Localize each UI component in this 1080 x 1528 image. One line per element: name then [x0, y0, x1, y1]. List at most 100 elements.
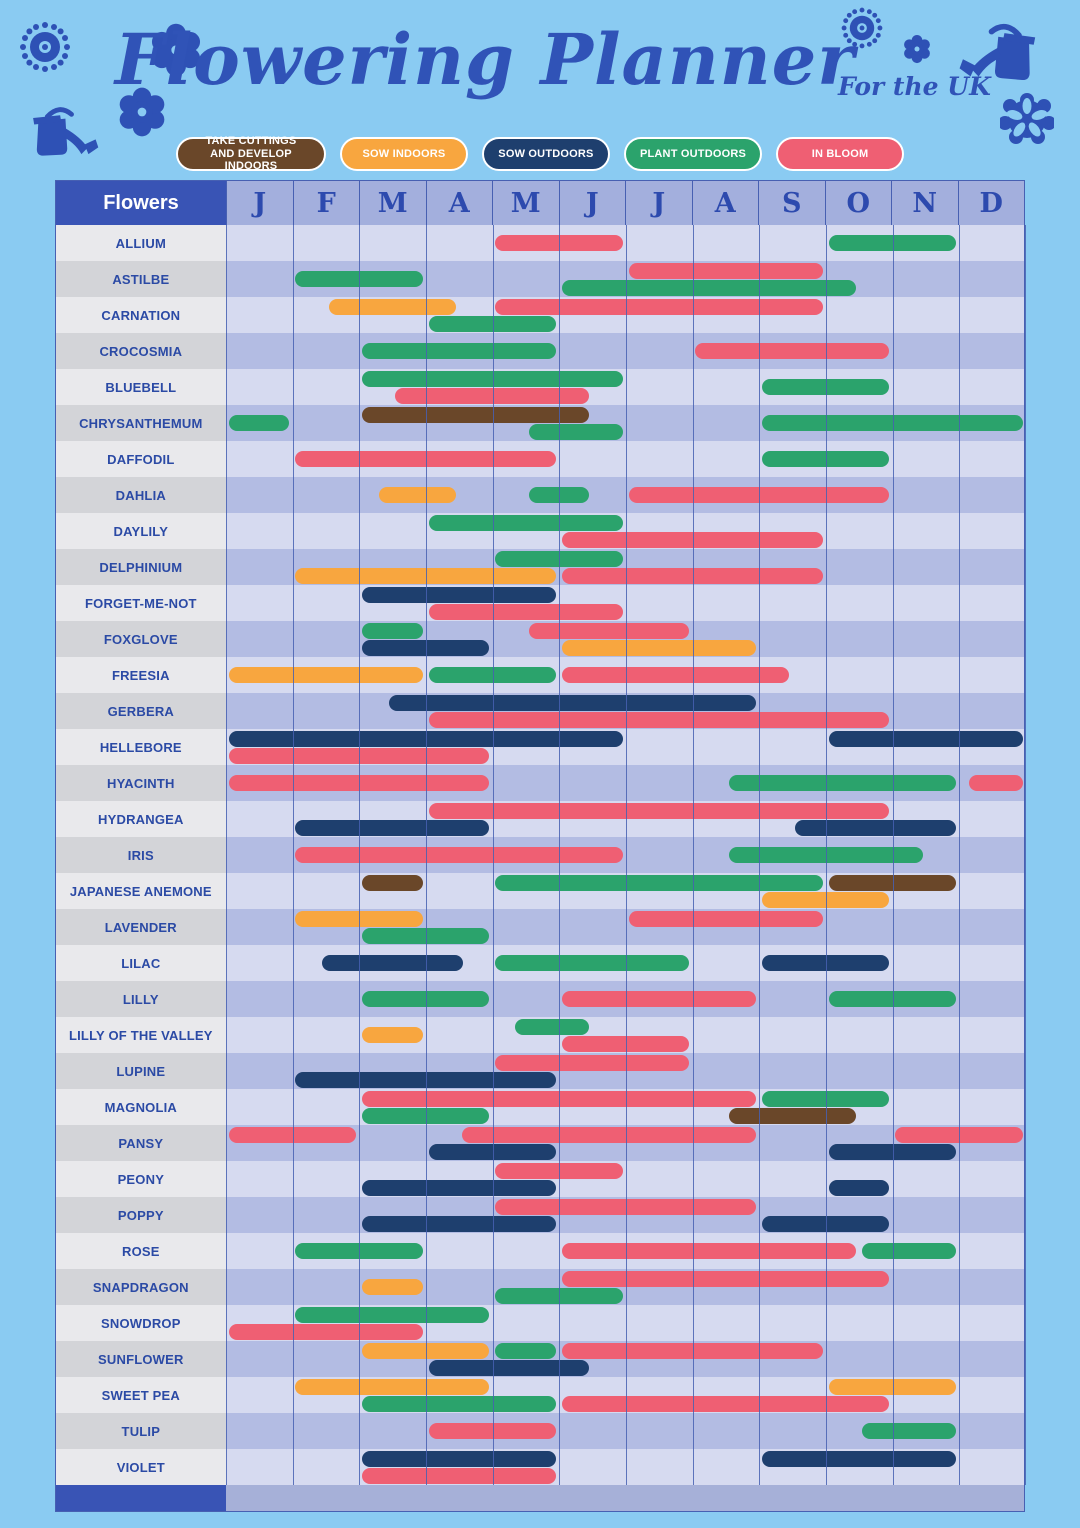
- month-header-cell: O: [824, 181, 891, 225]
- bar-sow-indoors: [295, 1379, 490, 1395]
- bar-in-bloom: [428, 803, 890, 819]
- bar-plant-outdoors: [761, 415, 1023, 431]
- flower-name: HYDRANGEA: [56, 801, 226, 837]
- bar-sow-outdoors: [361, 1451, 556, 1467]
- row-timeline: [225, 1017, 1024, 1053]
- bar-plant-outdoors: [828, 235, 956, 251]
- row-timeline: [225, 405, 1024, 441]
- bar-plant-outdoors: [428, 316, 556, 332]
- table-row: JAPANESE ANEMONE: [56, 873, 1024, 909]
- flower-name: SNAPDRAGON: [56, 1269, 226, 1305]
- bar-plant-outdoors: [361, 928, 490, 944]
- flowers-column-header: Flowers: [56, 181, 226, 225]
- month-header-cell: J: [226, 181, 293, 225]
- table-row: SWEET PEA: [56, 1377, 1024, 1413]
- table-row: SUNFLOWER: [56, 1341, 1024, 1377]
- flower-name: CROCOSMIA: [56, 333, 226, 369]
- bar-in-bloom: [428, 1423, 556, 1439]
- daisy-rosette-icon: [20, 22, 70, 72]
- table-row: SNOWDROP: [56, 1305, 1024, 1341]
- bar-plant-outdoors: [495, 551, 623, 567]
- row-timeline: [225, 1197, 1024, 1233]
- flower-name: MAGNOLIA: [56, 1089, 226, 1125]
- row-timeline: [225, 837, 1024, 873]
- flower-name: LILLY: [56, 981, 226, 1017]
- bar-plant-outdoors: [295, 1243, 423, 1259]
- table-row: HYACINTH: [56, 765, 1024, 801]
- row-timeline: [225, 873, 1024, 909]
- row-timeline: [225, 729, 1024, 765]
- row-timeline: [225, 765, 1024, 801]
- flower-name: DAFFODIL: [56, 441, 226, 477]
- bar-sow-indoors: [828, 1379, 956, 1395]
- row-timeline: [225, 477, 1024, 513]
- table-row: FREESIA: [56, 657, 1024, 693]
- table-row: HELLEBORE: [56, 729, 1024, 765]
- bar-plant-outdoors: [361, 991, 490, 1007]
- bar-in-bloom: [561, 667, 790, 683]
- table-row: POPPY: [56, 1197, 1024, 1233]
- bar-plant-outdoors: [528, 424, 623, 440]
- bar-sow-indoors: [561, 640, 756, 656]
- table-row: ROSE: [56, 1233, 1024, 1269]
- table-row: DAFFODIL: [56, 441, 1024, 477]
- month-header-cell: S: [758, 181, 825, 225]
- bar-plant-outdoors: [428, 667, 556, 683]
- bar-plant-outdoors: [361, 623, 423, 639]
- bar-in-bloom: [561, 1396, 890, 1412]
- row-timeline: [225, 621, 1024, 657]
- legend-item-sow-indoors: SOW INDOORS: [339, 137, 468, 171]
- bar-plant-outdoors: [295, 1307, 490, 1323]
- row-timeline: [225, 1161, 1024, 1197]
- bar-in-bloom: [361, 1468, 556, 1484]
- bar-in-bloom: [561, 532, 823, 548]
- month-header-cell: A: [425, 181, 492, 225]
- row-timeline: [225, 945, 1024, 981]
- row-timeline: [225, 1305, 1024, 1341]
- flower-name: ROSE: [56, 1233, 226, 1269]
- flower-name: BLUEBELL: [56, 369, 226, 405]
- bar-sow-outdoors: [761, 955, 890, 971]
- legend-item-in-bloom: IN BLOOM: [776, 137, 905, 171]
- row-timeline: [225, 1233, 1024, 1269]
- row-timeline: [225, 801, 1024, 837]
- bar-sow-outdoors: [795, 820, 956, 836]
- flower-name: PEONY: [56, 1161, 226, 1197]
- flower-name: ALLIUM: [56, 225, 226, 261]
- bar-plant-outdoors: [861, 1423, 956, 1439]
- bar-in-bloom: [968, 775, 1023, 791]
- bar-plant-outdoors: [361, 343, 556, 359]
- bar-sow-outdoors: [361, 587, 556, 603]
- month-header-cell: M: [492, 181, 559, 225]
- table-row: CARNATION: [56, 297, 1024, 333]
- table-footer: [56, 1485, 1024, 1511]
- table-row: ALLIUM: [56, 225, 1024, 261]
- bar-in-bloom: [561, 1343, 823, 1359]
- bar-plant-outdoors: [728, 775, 956, 791]
- bar-sow-indoors: [761, 892, 890, 908]
- flower-name: IRIS: [56, 837, 226, 873]
- flower-name: HYACINTH: [56, 765, 226, 801]
- bar-plant-outdoors: [515, 1019, 590, 1035]
- row-timeline: [225, 333, 1024, 369]
- row-timeline: [225, 657, 1024, 693]
- row-timeline: [225, 1089, 1024, 1125]
- bar-sow-indoors: [361, 1027, 423, 1043]
- row-timeline: [225, 441, 1024, 477]
- flower-name: JAPANESE ANEMONE: [56, 873, 226, 909]
- legend: TAKE CUTTINGS AND DEVELOP INDOORS SOW IND…: [55, 135, 1025, 172]
- bar-sow-outdoors: [428, 1144, 556, 1160]
- footer-left-cell: [56, 1485, 226, 1511]
- daisy-rosette-icon: [841, 7, 883, 49]
- row-timeline: [225, 1341, 1024, 1377]
- bar-sow-outdoors: [295, 1072, 556, 1088]
- bar-in-bloom: [628, 487, 890, 503]
- bar-sow-indoors: [361, 1279, 423, 1295]
- bar-in-bloom: [228, 775, 490, 791]
- table-row: DAHLIA: [56, 477, 1024, 513]
- bar-in-bloom: [428, 712, 890, 728]
- table-row: FOXGLOVE: [56, 621, 1024, 657]
- flower-name: SWEET PEA: [56, 1377, 226, 1413]
